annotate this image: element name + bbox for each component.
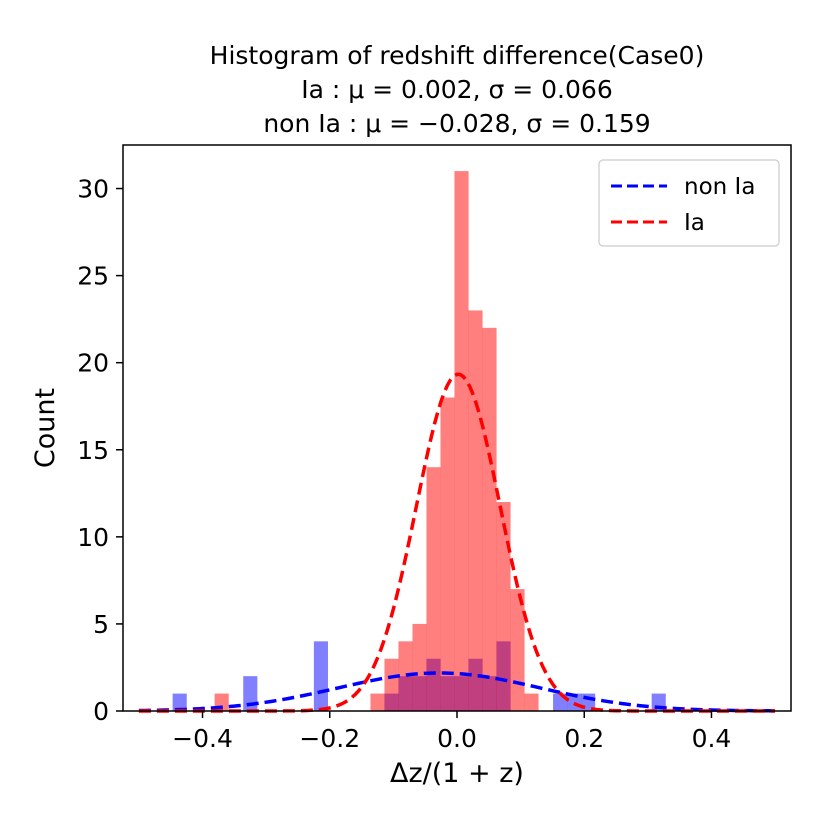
y-tick-label: 15 [77, 436, 109, 465]
bar-ia-11 [510, 589, 525, 711]
title-line-1: Histogram of redshift difference(Case0) [210, 41, 705, 70]
y-axis-ticks: 0 5 10 15 20 25 30 [77, 175, 123, 726]
histogram-bars [172, 171, 666, 711]
bar-non-ia-2 [313, 641, 328, 711]
y-tick-label: 0 [93, 697, 109, 726]
bar-non-ia-0 [172, 693, 187, 711]
y-tick-label: 30 [77, 175, 109, 204]
title-line-3: non Ia : μ = −0.028, σ = 0.159 [263, 109, 650, 138]
title-line-2: Ia : μ = 0.002, σ = 0.066 [301, 75, 612, 104]
x-tick-label: 0.4 [692, 724, 732, 753]
y-tick-label: 20 [77, 349, 109, 378]
y-axis-label: Count [30, 388, 61, 468]
x-tick-label: −0.2 [299, 724, 360, 753]
x-tick-label: −0.4 [172, 724, 233, 753]
bar-ia-2 [384, 658, 399, 711]
legend-frame [598, 159, 780, 247]
bar-ia-3 [398, 641, 413, 711]
y-tick-label: 5 [93, 610, 109, 639]
legend-label-non-ia: non Ia [684, 174, 755, 200]
bar-ia-6 [440, 397, 455, 711]
bar-ia-8 [468, 310, 483, 711]
y-tick-label: 25 [77, 262, 109, 291]
bar-ia-9 [482, 327, 497, 711]
legend: non Ia Ia [598, 159, 780, 247]
bar-ia-10 [496, 502, 511, 711]
bar-ia-12 [524, 693, 539, 711]
x-axis-label: Δz/(1 + z) [390, 758, 524, 789]
bar-ia-4 [412, 623, 427, 711]
bar-ia-7 [454, 171, 469, 711]
x-tick-label: 0.2 [564, 724, 604, 753]
x-tick-label: 0.0 [437, 724, 477, 753]
y-tick-label: 10 [77, 523, 109, 552]
chart-title: Histogram of redshift difference(Case0) … [210, 41, 705, 138]
legend-label-ia: Ia [684, 210, 705, 236]
bar-ia-5 [426, 467, 441, 711]
x-axis-ticks: −0.4 −0.2 0.0 0.2 0.4 [172, 711, 731, 753]
bar-ia-1 [370, 693, 385, 711]
